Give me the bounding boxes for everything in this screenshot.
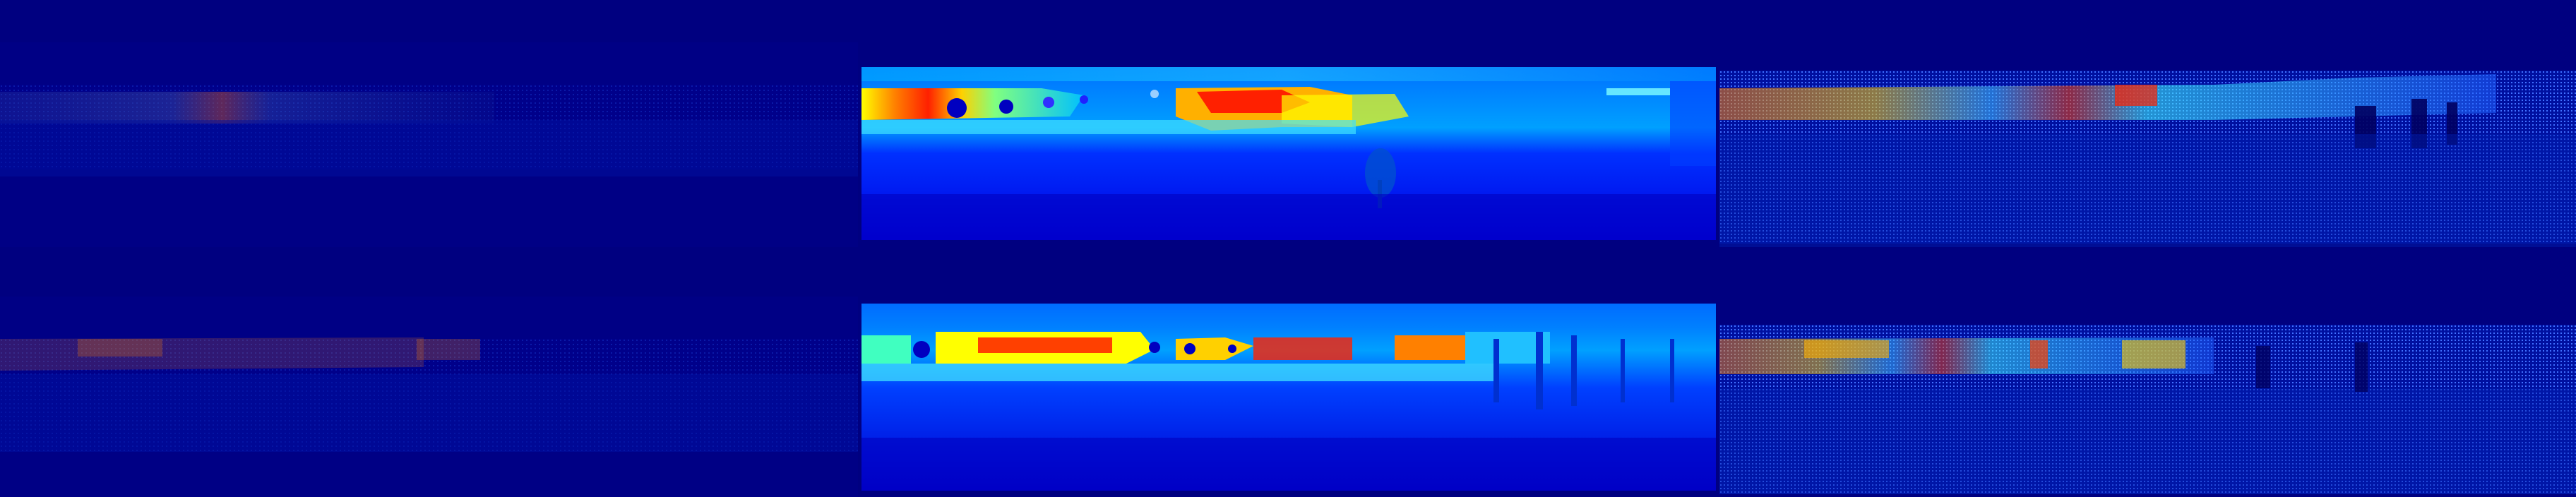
row1-sparse-depth-panel — [0, 42, 858, 247]
row2-dense-depth-panel — [858, 282, 1719, 497]
row1-gt-depth-panel — [1719, 42, 2576, 247]
row2-gt-depth-panel — [1719, 297, 2576, 497]
row2-sparse-depth-panel — [0, 297, 858, 497]
row1-dense-depth-panel — [858, 39, 1719, 251]
